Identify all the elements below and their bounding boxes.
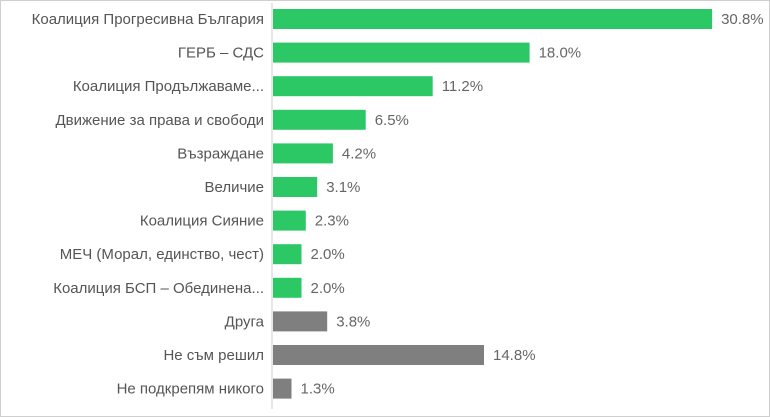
bar-9 xyxy=(273,311,328,332)
bars-layer xyxy=(273,9,713,399)
bar-5 xyxy=(273,177,318,197)
value-label-5: 3.1% xyxy=(326,179,360,196)
category-label-7: МЕЧ (Морал, единство, чест) xyxy=(60,246,264,263)
bar-3 xyxy=(273,109,366,130)
category-label-8: Коалиция БСП – Обединена... xyxy=(53,280,264,297)
category-label-5: Величие xyxy=(204,179,264,196)
category-label-1: ГЕРБ – СДС xyxy=(178,45,264,62)
bar-1 xyxy=(273,42,530,63)
bar-0 xyxy=(273,9,713,29)
value-label-9: 3.8% xyxy=(336,313,370,330)
category-label-2: Коалиция Продължаваме... xyxy=(73,78,264,95)
value-label-4: 4.2% xyxy=(342,145,376,162)
category-label-9: Друга xyxy=(225,313,265,330)
category-label-11: Не подкрепям никого xyxy=(117,381,264,398)
bar-6 xyxy=(273,210,306,231)
value-label-2: 11.2% xyxy=(442,78,483,95)
value-label-10: 14.8% xyxy=(493,347,536,364)
category-label-10: Не съм решил xyxy=(163,347,264,364)
value-label-1: 18.0% xyxy=(539,45,582,62)
category-label-6: Коалиция Сияние xyxy=(140,213,264,230)
category-label-3: Движение за права и свободи xyxy=(56,112,264,129)
bar-10 xyxy=(273,345,484,365)
value-label-8: 2.0% xyxy=(311,280,345,297)
category-label-4: Възраждане xyxy=(177,145,264,162)
bar-2 xyxy=(273,76,433,97)
value-label-6: 2.3% xyxy=(315,213,349,230)
bar-11 xyxy=(273,378,292,399)
value-label-11: 1.3% xyxy=(301,381,335,398)
value-label-7: 2.0% xyxy=(311,246,345,263)
bar-8 xyxy=(273,277,302,298)
value-labels-layer: 30.8% 18.0% 11.2% 6.5% 4.2% 3.1% 2.3% 2.0% 2.0% 3… xyxy=(301,11,764,398)
category-labels-layer: Коалиция Прогресивна България ГЕРБ – СДС К… xyxy=(32,11,265,398)
value-label-3: 6.5% xyxy=(375,112,409,129)
bar-4 xyxy=(273,143,333,164)
bar-7 xyxy=(273,244,302,265)
category-label-0: Коалиция Прогресивна България xyxy=(32,11,264,28)
value-label-0: 30.8% xyxy=(721,11,764,28)
